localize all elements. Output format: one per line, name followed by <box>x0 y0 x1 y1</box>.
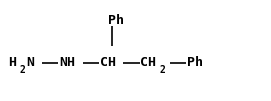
Text: H: H <box>8 56 16 69</box>
Text: 2: 2 <box>20 65 25 75</box>
Text: CH: CH <box>140 56 156 69</box>
Text: Ph: Ph <box>108 14 124 27</box>
Text: CH: CH <box>100 56 116 69</box>
Text: N: N <box>27 56 35 69</box>
Text: Ph: Ph <box>187 56 203 69</box>
Text: NH: NH <box>59 56 75 69</box>
Text: 2: 2 <box>160 65 166 75</box>
